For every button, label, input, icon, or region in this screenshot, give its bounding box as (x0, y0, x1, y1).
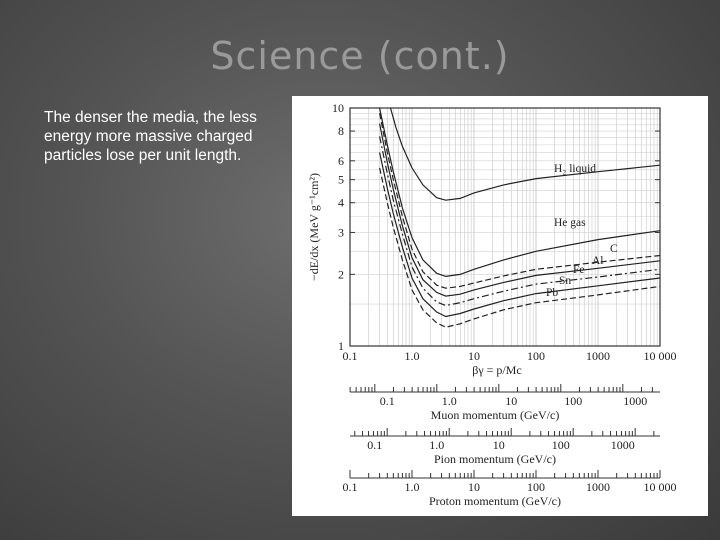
y-tick-label: 6 (338, 154, 344, 168)
series-line-6 (379, 167, 661, 328)
chart-ticks: 1 2 3 4 5 6 8 10 0.1 1.0 10 100 1000 10 000 (332, 101, 677, 363)
y-tick-label: 8 (338, 124, 344, 138)
secondary-tick-label: 1000 (623, 394, 647, 408)
secondary-tick-label: 1000 (586, 480, 610, 494)
y-tick-label: 4 (338, 196, 344, 210)
series-label-2: C (610, 243, 618, 255)
y-axis-label: −dE/dx (MeV g⁻¹cm²) (307, 173, 321, 281)
plot-frame (349, 107, 661, 347)
x-axis-label: βγ = p/Mc (472, 363, 522, 377)
secondary-tick-label: 100 (552, 438, 570, 452)
secondary-tick-label: 0.1 (367, 438, 382, 452)
energy-loss-chart: −dE/dx (MeV g⁻¹cm²) βγ = p/Mc H₂ liquid He… (292, 96, 708, 516)
series-label-6: Pb (546, 287, 558, 299)
x-tick-label: 100 (527, 349, 545, 363)
series-line-4 (379, 136, 661, 307)
secondary-axis-label: Pion momentum (GeV/c) (434, 452, 556, 466)
secondary-tick-label: 1.0 (429, 438, 444, 452)
secondary-tick-label: 0.1 (380, 394, 395, 408)
series-line-0 (389, 107, 661, 201)
slide-body-text: The denser the media, the less energy mo… (44, 109, 257, 164)
y-tick-label: 1 (338, 339, 344, 353)
series-label-4: Fe (573, 264, 585, 276)
secondary-tick-label: 1000 (611, 438, 635, 452)
x-tick-label: 1.0 (405, 349, 420, 363)
secondary-tick-label: 1.0 (442, 394, 457, 408)
secondary-tick-label: 1.0 (405, 480, 420, 494)
chart-axes: −dE/dx (MeV g⁻¹cm²) βγ = p/Mc (307, 107, 661, 377)
x-tick-label: 0.1 (343, 349, 358, 363)
x-tick-label: 10 (468, 349, 480, 363)
series-line-5 (379, 152, 661, 318)
series-label-5: Sn (559, 275, 571, 287)
secondary-axis-label: Proton momentum (GeV/c) (429, 494, 561, 508)
secondary-tick-label: 100 (564, 394, 582, 408)
secondary-axes: 0.1 1.0 10 100 1000 Muon momentum (GeV/c) 0.1 1… (343, 384, 677, 508)
slide-title: Science (cont.) (210, 34, 510, 78)
y-tick-label: 5 (338, 173, 344, 187)
x-tick-label: 1000 (586, 349, 610, 363)
series-label-3: Al (592, 255, 604, 267)
secondary-tick-label: 10 (493, 438, 505, 452)
secondary-tick-label: 100 (527, 480, 545, 494)
y-tick-label: 2 (338, 267, 344, 281)
secondary-axis-label: Muon momentum (GeV/c) (431, 408, 560, 422)
secondary-tick-label: 10 000 (644, 480, 677, 494)
secondary-tick-label: 10 (468, 480, 480, 494)
chart-svg: −dE/dx (MeV g⁻¹cm²) βγ = p/Mc H₂ liquid He… (307, 101, 677, 508)
y-tick-label: 10 (332, 101, 344, 115)
series-label-0: H₂ liquid (554, 163, 596, 175)
secondary-tick-label: 10 (505, 394, 517, 408)
y-tick-label: 3 (338, 225, 344, 239)
series-line-3 (379, 123, 661, 297)
series-label-1: He gas (554, 217, 586, 229)
series-line-1 (379, 107, 661, 278)
x-tick-label: 10 000 (644, 349, 677, 363)
secondary-tick-label: 0.1 (343, 480, 358, 494)
series-line-2 (379, 113, 661, 289)
